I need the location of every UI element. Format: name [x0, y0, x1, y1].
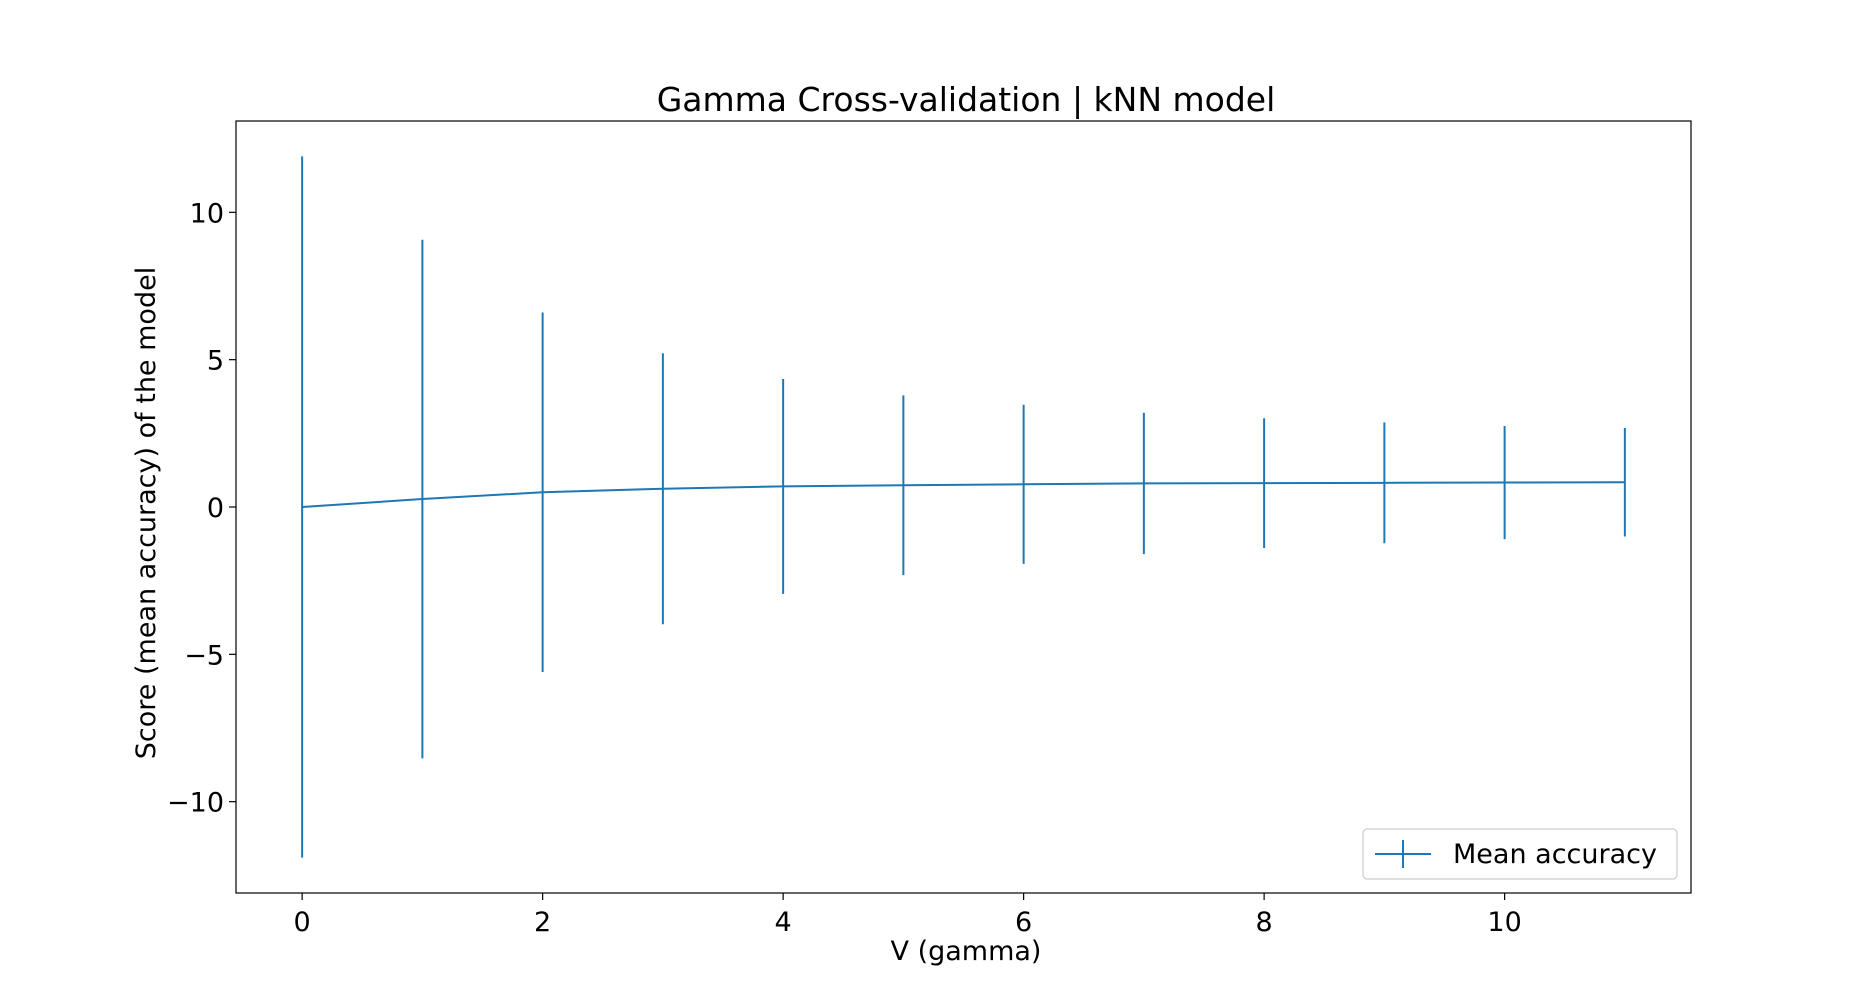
series-line: [302, 481, 1625, 508]
x-tick-label: 6: [1015, 907, 1032, 938]
y-tick-label: −5: [184, 640, 224, 671]
x-axis-ticks: 0 2 4 6 8 10: [294, 893, 1522, 938]
legend-label: Mean accuracy: [1453, 839, 1657, 870]
x-tick-label: 2: [534, 907, 551, 938]
plot-area: [235, 120, 1692, 894]
x-axis-label: V (gamma): [891, 936, 1042, 967]
x-tick-label: 0: [294, 907, 311, 938]
y-tick-label: −10: [167, 788, 224, 819]
x-tick-label: 10: [1487, 907, 1521, 938]
legend: Mean accuracy: [1362, 828, 1678, 880]
series-mean-accuracy: [301, 156, 1626, 858]
y-axis-label: Score (mean accuracy) of the model: [131, 267, 162, 759]
plot-frame: [235, 120, 1692, 894]
y-axis-ticks: −10 −5 0 5 10: [167, 198, 236, 819]
y-tick-label: 0: [207, 493, 224, 524]
x-tick-label: 8: [1256, 907, 1273, 938]
legend-box: [1362, 828, 1678, 880]
chart-title: Gamma Cross-validation | kNN model: [657, 80, 1276, 119]
y-tick-label: 10: [190, 198, 224, 229]
x-tick-label: 4: [775, 907, 792, 938]
y-tick-label: 5: [207, 346, 224, 377]
